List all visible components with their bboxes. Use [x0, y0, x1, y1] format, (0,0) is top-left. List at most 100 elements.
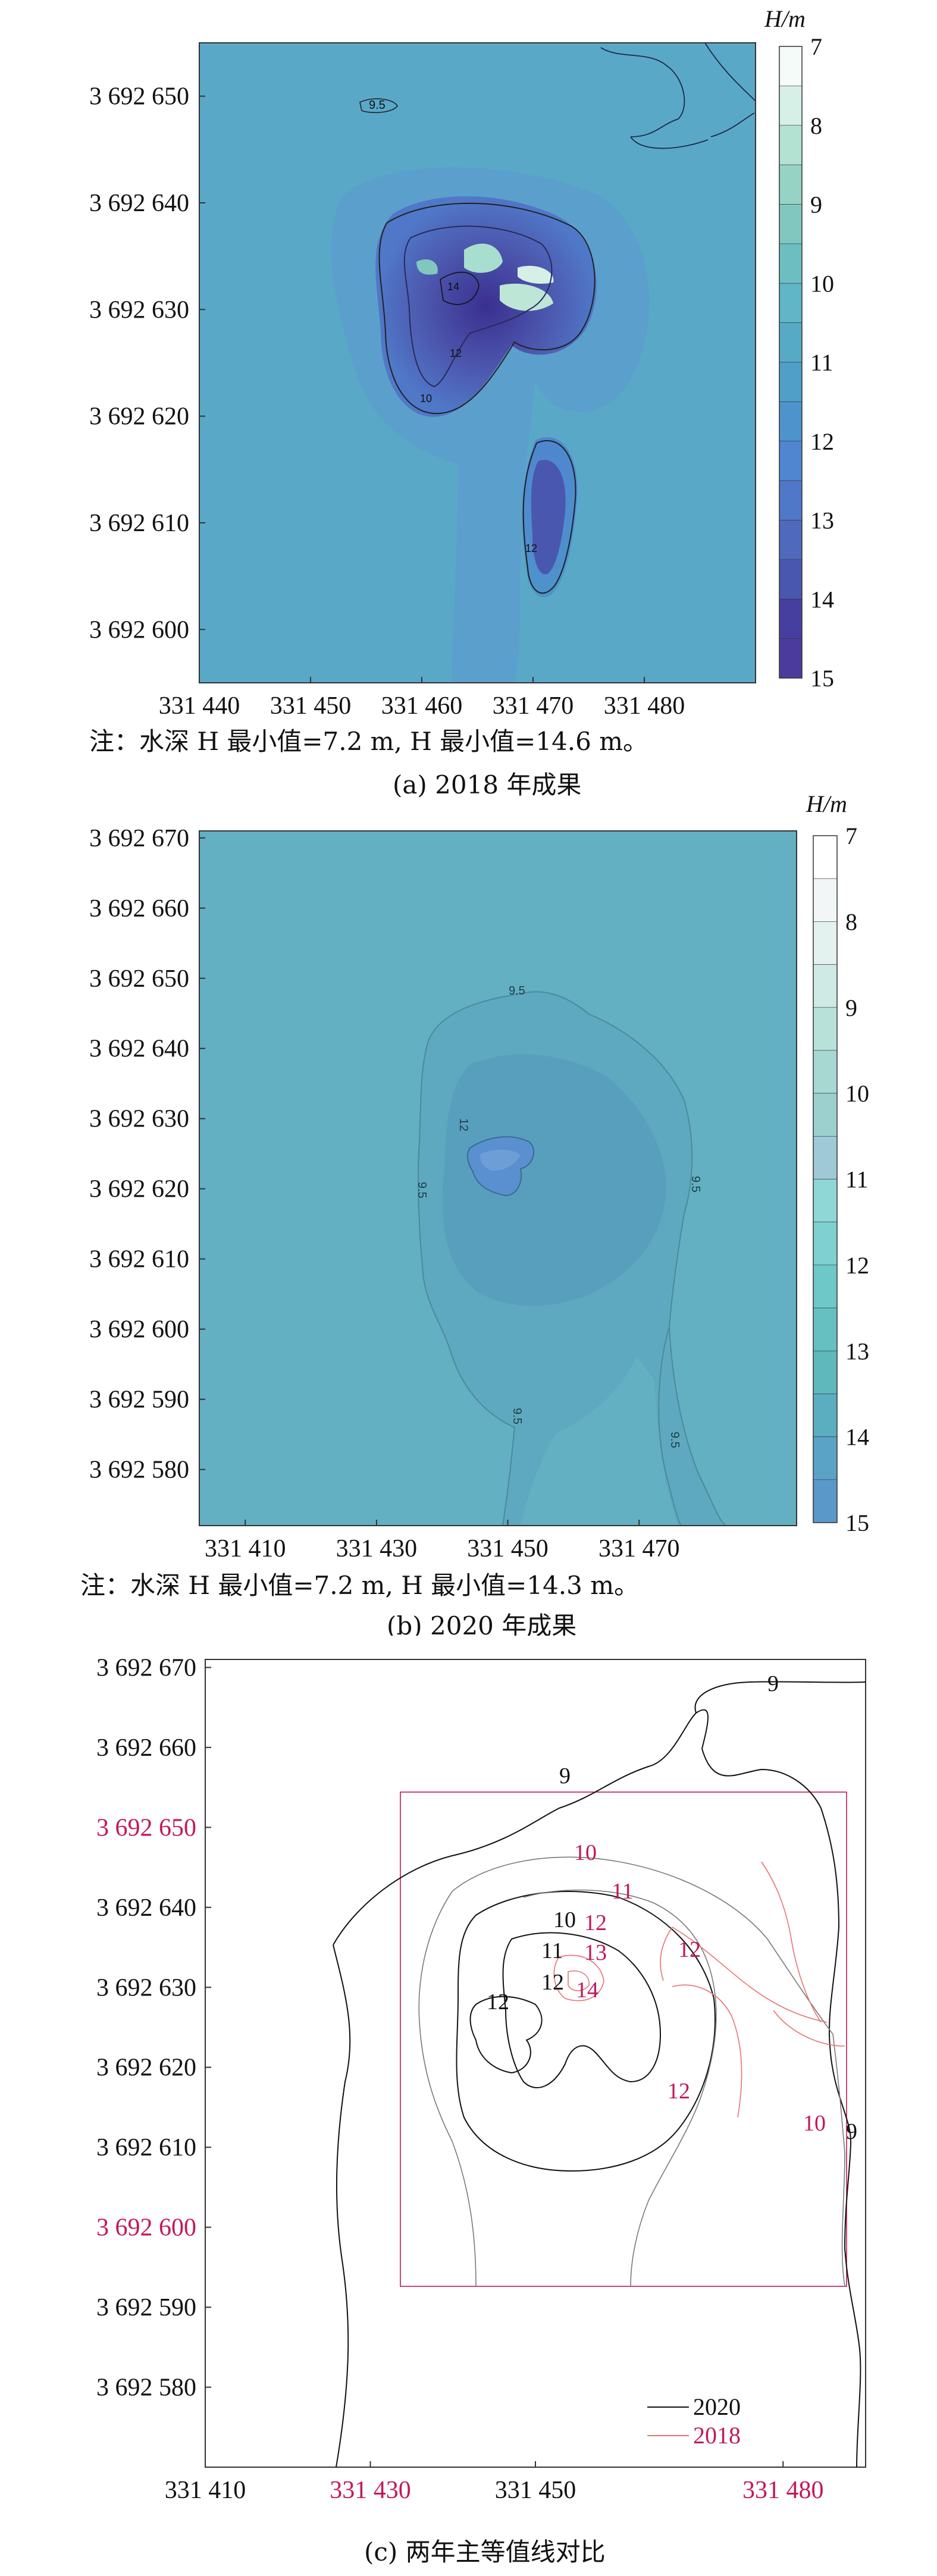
x-tick-label-b-2: 331 450: [467, 1535, 549, 1562]
colorbar-swatch-a-11: [779, 480, 803, 520]
chart-panel-b: 9.5 12 9.5 9.5 9.5 9.5 331 410 331 430 331…: [80, 791, 869, 1636]
colorbar-tick-label-b-3: 10: [845, 1080, 869, 1107]
caption-c: (c) 两年主等值线对比: [364, 2537, 606, 2566]
colorbar-tick-label-a-3: 10: [810, 270, 834, 297]
shoal-a-2: [500, 283, 553, 311]
label-c-2020-12b: 12: [487, 1990, 509, 2015]
contour-label-b-9-5-s1: 9.5: [510, 1408, 524, 1425]
x-tick-label-b-0: 331 410: [205, 1535, 286, 1562]
y-tick-label-a-3: 3 692 620: [89, 403, 189, 431]
shoal-a-3: [518, 265, 554, 284]
note-b: 注：水深 H 最小值=7.2 m, H 最小值=14.3 m。: [80, 1571, 639, 1600]
colorbar-swatch-b-11: [813, 1307, 838, 1351]
colorbar-swatch-b-1: [813, 878, 838, 922]
contour-label-b-9-5-e: 9.5: [689, 1176, 702, 1193]
note-a: 注：水深 H 最小值=7.2 m, H 最小值=14.6 m。: [89, 727, 648, 756]
contour-c-2018-10: [418, 1856, 845, 2287]
colorbar-tick-label-b-2: 9: [845, 994, 857, 1021]
chart-panel-a: 9.5 10 12 14 12 331 440 331 450 331 460 331…: [89, 5, 834, 799]
x-tick-label-b-1: 331 430: [336, 1535, 418, 1562]
contour-c-2020-9: [333, 1681, 866, 2468]
colorbar-swatch-b-5: [813, 1050, 838, 1094]
label-c-2018-12-s: 12: [668, 2079, 690, 2104]
colorbar-swatch-b-14: [813, 1436, 838, 1480]
y-tick-label-b-3: 3 692 640: [89, 1036, 189, 1063]
x-tick-label-a-3: 331 470: [493, 692, 574, 720]
colorbar-tick-label-b-0: 7: [845, 823, 857, 849]
colorbar-swatch-b-8: [813, 1179, 838, 1222]
colorbar-frame-b: [813, 835, 838, 1523]
colorbar-tick-label-a-5: 12: [810, 428, 834, 455]
colorbar-swatch-b-2: [813, 921, 838, 965]
x-tick-label-a-4: 331 480: [604, 692, 685, 720]
y-tick-label-b-0: 3 692 670: [89, 825, 189, 852]
y-tick-label-a-5: 3 692 600: [89, 616, 189, 644]
x-tick-label-a-0: 331 440: [159, 692, 240, 720]
chart-panel-c: 9 9 10 11 12 12 9 10 11 12 13 14 12 12 1…: [96, 1654, 866, 2566]
caption-b: (b) 2020 年成果: [387, 1611, 576, 1636]
contour-b-12: [466, 1136, 535, 1197]
colorbar-tick-label-a-8: 15: [810, 665, 834, 692]
x-tick-label-a-2: 331 460: [381, 692, 463, 720]
contour-label-b-9-5-top: 9.5: [509, 984, 525, 997]
shoal-a-4: [416, 259, 438, 275]
x-tick-label-c-1: 331 430: [330, 2477, 411, 2504]
axes-a: 331 440 331 450 331 460 331 470 331 480 3 692…: [89, 83, 685, 720]
colorbar-swatch-a-3: [779, 164, 803, 205]
colorbar-swatch-a-13: [779, 559, 803, 600]
y-tick-label-c-9: 3 692 580: [96, 2374, 196, 2402]
contour-a-south: [522, 440, 576, 594]
label-c-2020-11: 11: [541, 1938, 563, 1963]
contour-label-b-9-5-w: 9.5: [415, 1182, 428, 1198]
colorbar-tick-label-a-6: 13: [810, 507, 834, 534]
label-c-2018-10-e: 10: [803, 2111, 826, 2136]
plot-frame-a: [199, 42, 756, 683]
colorbar-a: 7 8 9 10 11 12 13 14 15: [779, 33, 834, 692]
contour-c-2020-12: [469, 1995, 543, 2074]
x-tick-label-c-3: 331 480: [742, 2477, 824, 2504]
contour-labels-2018: 10 11 12 13 14 12 12 10: [574, 1840, 826, 2136]
y-tick-label-b-7: 3 692 600: [89, 1316, 189, 1344]
label-c-2020-9-right: 9: [846, 2119, 857, 2144]
colorbar-swatch-a-1: [779, 86, 803, 126]
contour-c-2018-12b: [672, 1984, 845, 2118]
contour-label-b-9-5-s2: 9.5: [668, 1432, 681, 1448]
colorbar-swatch-a-10: [779, 441, 803, 481]
colorbar-tick-label-b-1: 8: [845, 908, 857, 935]
colorbar-swatch-a-9: [779, 401, 803, 442]
colorbar-swatch-b-13: [813, 1394, 838, 1437]
plot-area-c: [205, 1659, 866, 2468]
colorbar-tick-label-b-4: 11: [845, 1166, 869, 1193]
y-tick-label-b-4: 3 692 630: [89, 1106, 189, 1133]
contour-c-2018-11: [523, 1889, 717, 2287]
legend-c: 2020 2018: [647, 2393, 741, 2449]
colorbar-swatch-b-12: [813, 1350, 838, 1394]
shoal-a-1: [464, 243, 503, 273]
y-tick-label-c-6: 3 692 610: [96, 2134, 196, 2161]
y-tick-label-a-2: 3 692 630: [89, 296, 189, 324]
colorbar-swatch-a-5: [779, 243, 803, 284]
colorbar-tick-label-b-7: 14: [845, 1424, 869, 1451]
deep-zone-a-south-core: [531, 460, 566, 575]
deep-zone-a-north: [375, 196, 597, 417]
y-tick-label-a-1: 3 692 640: [89, 190, 189, 217]
colorbar-tick-label-a-2: 9: [810, 192, 822, 218]
colorbar-swatch-b-4: [813, 1007, 838, 1051]
contour-b-9-5-outer: [417, 991, 726, 1526]
colorbar-swatch-a-14: [779, 598, 803, 639]
contour-c-2018-12: [660, 1926, 828, 2023]
label-c-2018-13: 13: [584, 1940, 607, 1965]
colorbar-swatch-a-8: [779, 362, 803, 402]
legend-label-2020: 2020: [693, 2393, 741, 2420]
contour-a-10: [378, 202, 596, 415]
colorbar-swatch-b-7: [813, 1136, 838, 1179]
contour-label-a-12b: 12: [525, 542, 537, 554]
colorbar-swatch-b-9: [813, 1222, 838, 1266]
colorbar-swatch-b-10: [813, 1265, 838, 1309]
contour-label-a-12: 12: [450, 347, 462, 359]
y-tick-label-b-1: 3 692 660: [89, 895, 189, 923]
label-c-2018-12: 12: [584, 1910, 607, 1935]
y-tick-label-b-9: 3 692 580: [89, 1457, 189, 1484]
y-tick-label-c-1: 3 692 660: [96, 1734, 196, 1762]
y-tick-label-b-6: 3 692 610: [89, 1246, 189, 1273]
